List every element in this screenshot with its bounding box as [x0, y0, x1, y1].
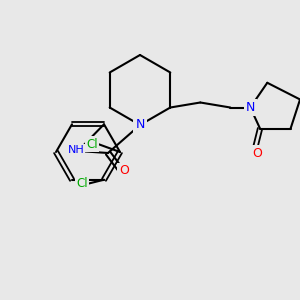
Text: Cl: Cl [86, 137, 98, 151]
Text: N: N [135, 118, 145, 131]
Text: N: N [246, 101, 255, 114]
Text: Cl: Cl [76, 177, 88, 190]
Text: NH: NH [68, 145, 84, 155]
Text: O: O [252, 147, 262, 160]
Text: O: O [119, 164, 129, 178]
